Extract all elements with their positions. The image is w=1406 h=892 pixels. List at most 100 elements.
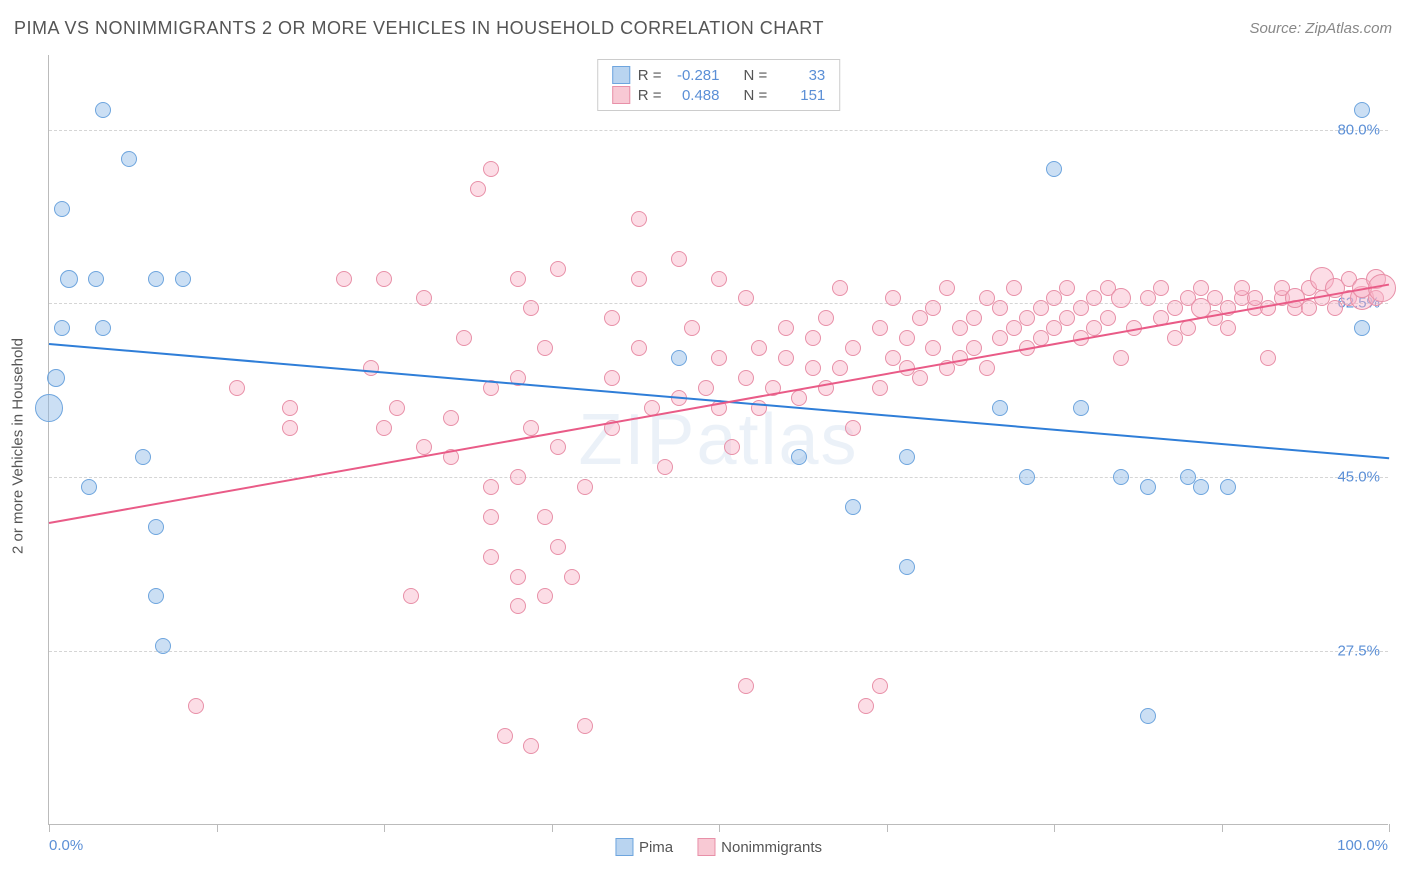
y-tick-label: 80.0% <box>1337 121 1380 138</box>
y-tick-label: 27.5% <box>1337 643 1380 660</box>
data-point <box>363 360 379 376</box>
data-point <box>416 290 432 306</box>
x-tick <box>217 824 218 832</box>
data-point <box>899 330 915 346</box>
data-point <box>711 271 727 287</box>
data-point <box>671 251 687 267</box>
n-label: N = <box>744 87 768 104</box>
data-point <box>336 271 352 287</box>
data-point <box>483 161 499 177</box>
legend-row-nonimmigrants: R = 0.488 N = 151 <box>612 86 826 104</box>
data-point <box>805 330 821 346</box>
data-point <box>724 439 740 455</box>
data-point <box>537 340 553 356</box>
data-point <box>751 340 767 356</box>
y-tick-label: 45.0% <box>1337 469 1380 486</box>
x-axis-max-label: 100.0% <box>1337 837 1388 854</box>
data-point <box>497 728 513 744</box>
data-point <box>564 569 580 585</box>
data-point <box>1046 320 1062 336</box>
data-point <box>912 310 928 326</box>
n-label: N = <box>744 67 768 84</box>
data-point <box>148 271 164 287</box>
data-point <box>1086 320 1102 336</box>
data-point <box>738 678 754 694</box>
data-point <box>791 449 807 465</box>
data-point <box>1180 320 1196 336</box>
data-point <box>88 271 104 287</box>
data-point <box>657 459 673 475</box>
data-point <box>912 370 928 386</box>
data-point <box>1327 300 1343 316</box>
data-point <box>443 410 459 426</box>
legend-item-nonimmigrants: Nonimmigrants <box>697 838 822 856</box>
data-point <box>282 420 298 436</box>
data-point <box>805 360 821 376</box>
chart-title: PIMA VS NONIMMIGRANTS 2 OR MORE VEHICLES… <box>14 18 824 39</box>
x-axis-min-label: 0.0% <box>49 837 83 854</box>
data-point <box>952 320 968 336</box>
data-point <box>791 390 807 406</box>
data-point <box>1140 708 1156 724</box>
data-point <box>95 320 111 336</box>
correlation-legend: R = -0.281 N = 33 R = 0.488 N = 151 <box>597 59 841 111</box>
data-point <box>1019 310 1035 326</box>
data-point <box>1059 310 1075 326</box>
x-tick <box>1222 824 1223 832</box>
data-point <box>604 310 620 326</box>
data-point <box>925 300 941 316</box>
data-point <box>523 738 539 754</box>
data-point <box>1301 300 1317 316</box>
data-point <box>992 300 1008 316</box>
data-point <box>899 449 915 465</box>
data-point <box>992 400 1008 416</box>
series-legend: Pima Nonimmigrants <box>615 838 822 856</box>
data-point <box>175 271 191 287</box>
data-point <box>95 102 111 118</box>
pima-swatch <box>612 66 630 84</box>
data-point <box>483 509 499 525</box>
data-point <box>979 360 995 376</box>
r-value-pima: -0.281 <box>670 67 720 84</box>
data-point <box>1086 290 1102 306</box>
data-point <box>1140 479 1156 495</box>
n-value-pima: 33 <box>775 67 825 84</box>
data-point <box>1220 479 1236 495</box>
data-point <box>537 509 553 525</box>
data-point <box>121 151 137 167</box>
data-point <box>1073 300 1089 316</box>
data-point <box>966 340 982 356</box>
data-point <box>483 479 499 495</box>
data-point <box>47 369 65 387</box>
data-point <box>1113 469 1129 485</box>
data-point <box>577 718 593 734</box>
data-point <box>778 320 794 336</box>
data-point <box>872 380 888 396</box>
x-tick <box>552 824 553 832</box>
data-point <box>1046 290 1062 306</box>
data-point <box>966 310 982 326</box>
data-point <box>81 479 97 495</box>
data-point <box>282 400 298 416</box>
n-value-nonimmigrants: 151 <box>775 87 825 104</box>
data-point <box>1033 300 1049 316</box>
data-point <box>778 350 794 366</box>
data-point <box>1260 300 1276 316</box>
data-point <box>684 320 700 336</box>
data-point <box>135 449 151 465</box>
legend-label-pima: Pima <box>639 839 673 856</box>
plot-area: ZIPatlas R = -0.281 N = 33 R = 0.488 N =… <box>48 55 1388 825</box>
data-point <box>1354 320 1370 336</box>
data-point <box>845 499 861 515</box>
data-point <box>925 340 941 356</box>
data-point <box>832 280 848 296</box>
data-point <box>631 271 647 287</box>
data-point <box>523 300 539 316</box>
data-point <box>872 678 888 694</box>
data-point <box>858 698 874 714</box>
data-point <box>698 380 714 396</box>
data-point <box>1140 290 1156 306</box>
chart-container: PIMA VS NONIMMIGRANTS 2 OR MORE VEHICLES… <box>0 0 1406 892</box>
data-point <box>738 290 754 306</box>
data-point <box>711 350 727 366</box>
